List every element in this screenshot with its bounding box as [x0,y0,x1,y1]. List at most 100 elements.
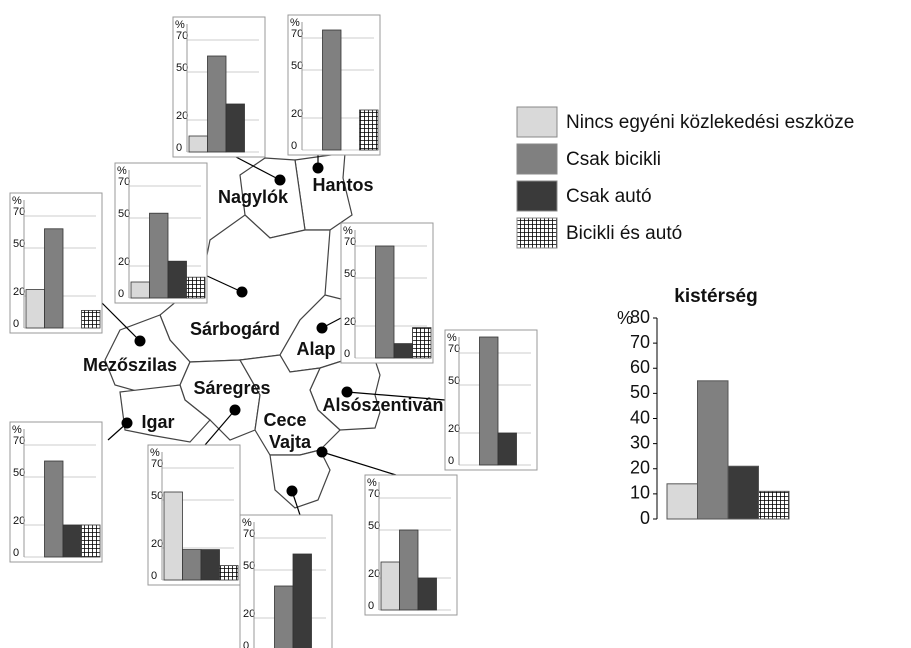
leader-line [101,302,141,342]
y-tick-label: 20 [243,608,255,620]
region-vajta [269,449,331,509]
y-tick-label: 20 [13,515,25,527]
bar [81,524,101,558]
y-tick-label: 20 [118,256,130,268]
y-tick-label: 30 [630,432,650,452]
bar [375,245,395,359]
y-tick-label: 50 [13,467,25,479]
y-tick-label: 20 [176,110,188,122]
bar [207,55,227,153]
bar [200,549,220,581]
chart-title: kistérség [674,286,757,307]
y-tick-label: 0 [344,348,350,360]
y-tick-label: 70 [13,435,25,447]
y-tick-label: 20 [13,286,25,298]
bar [25,289,45,329]
town-dot [316,322,328,334]
y-tick-label: 20 [151,538,163,550]
y-tick-label: 0 [13,547,19,559]
bar [497,432,517,466]
region-cece [239,354,341,456]
y-tick-label: 50 [291,60,303,72]
town-label: Alap [296,339,335,359]
y-tick-label: 0 [640,508,650,528]
bar [393,343,413,359]
y-unit: % [290,17,300,29]
y-tick-label: 50 [176,62,188,74]
bar [149,212,169,299]
town-dot [121,417,133,429]
bar [399,529,419,611]
town-label: Sárbogárd [190,319,280,339]
y-tick-label: 70 [448,343,460,355]
y-tick-label: 0 [151,570,157,582]
y-unit: % [117,165,127,177]
town-dot [286,485,298,497]
leader-line [321,451,397,476]
y-tick-label: 50 [448,375,460,387]
bar [186,276,206,299]
bar [758,490,790,520]
legend-swatch [516,143,558,175]
y-tick-label: 60 [630,357,650,377]
y-tick-label: 50 [151,490,163,502]
y-tick-label: 50 [243,560,255,572]
bar [130,281,150,299]
legend-swatch [516,180,558,212]
town-label: Hantos [312,175,373,195]
town-dot [341,386,353,398]
town-label: Vajta [269,432,312,452]
bar [666,483,698,520]
legend-label: Csak bicikli [566,149,661,170]
town-label: Mezőszilas [83,355,177,375]
bar [44,228,64,329]
bar [380,561,400,611]
y-tick-label: 70 [151,458,163,470]
y-tick-label: 40 [630,407,650,427]
y-unit: % [175,19,185,31]
legend-swatch [516,217,558,249]
region-igar [119,384,211,443]
y-tick-label: 0 [243,640,249,648]
y-unit: % [242,517,252,529]
bar [479,336,499,466]
town-dot [312,162,324,174]
y-unit: % [617,308,633,328]
y-tick-label: 80 [630,307,650,327]
y-unit: % [150,447,160,459]
town-dot [134,335,146,347]
town-label: Alsószentiván [322,395,443,415]
bar [62,524,82,558]
town-label: Cece [263,410,306,430]
town-dot [229,404,241,416]
bar [274,585,294,648]
y-tick-label: 0 [448,455,454,467]
bar [417,577,437,611]
legend-label: Nincs egyéni közlekedési eszköze [566,112,854,133]
y-tick-label: 70 [243,528,255,540]
bar [359,109,379,151]
town-dot [274,174,286,186]
bar [697,380,729,520]
y-tick-label: 0 [176,142,182,154]
y-tick-label: 50 [118,208,130,220]
y-unit: % [447,332,457,344]
y-tick-label: 50 [368,520,380,532]
y-tick-label: 50 [344,268,356,280]
y-tick-label: 10 [630,483,650,503]
town-dot [236,286,248,298]
town-dot [316,446,328,458]
y-tick-label: 0 [368,600,374,612]
bar [182,549,202,581]
y-tick-label: 70 [630,332,650,352]
y-tick-label: 70 [13,206,25,218]
y-tick-label: 50 [13,238,25,250]
leader-line [346,391,446,401]
leader-line [204,274,243,293]
y-tick-label: 20 [448,423,460,435]
bar [727,465,759,520]
bar [322,29,342,151]
town-label: Nagylók [218,187,289,207]
bar [219,565,239,581]
